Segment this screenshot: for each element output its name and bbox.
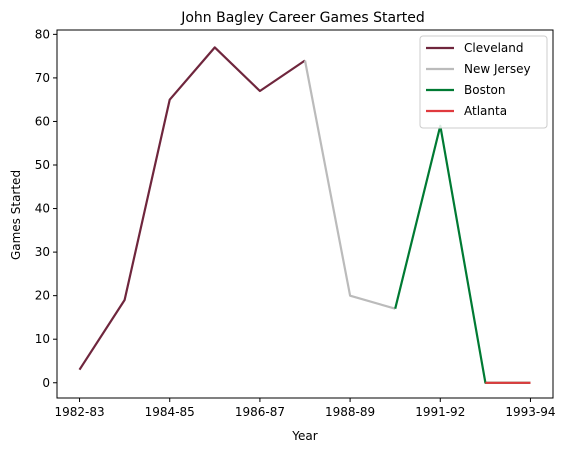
y-tick-label: 0: [42, 376, 50, 390]
x-tick-label: 1993-94: [505, 405, 555, 419]
legend-label-new-jersey: New Jersey: [464, 62, 531, 76]
x-tick-label: 1986-87: [235, 405, 285, 419]
chart-title: John Bagley Career Games Started: [180, 10, 425, 26]
x-tick-label: 1991-92: [415, 405, 465, 419]
y-tick-label: 50: [35, 158, 50, 172]
legend: Cleveland New Jersey Boston Atlanta: [419, 35, 548, 129]
x-tick-label: 1988-89: [325, 405, 375, 419]
plot-area: 0 10 20 30 40 50 60 70 80 1982-83 1984-85 1986-87 19…: [35, 27, 556, 419]
series-line-boston: [394, 124, 531, 384]
legend-box: [419, 35, 548, 129]
y-tick-label: 70: [35, 71, 50, 85]
axes-frame: [56, 29, 554, 399]
y-tick-label: 30: [35, 245, 50, 259]
y-axis-label: Games Started: [9, 170, 23, 260]
y-tick-label: 60: [35, 114, 50, 128]
y-tick-label: 80: [35, 27, 50, 41]
x-axis-label: Year: [291, 429, 317, 443]
y-tick-label: 40: [35, 202, 50, 216]
legend-label-cleveland: Cleveland: [464, 41, 524, 55]
y-tick-label: 10: [35, 332, 50, 346]
legend-label-atlanta: Atlanta: [464, 104, 507, 118]
series-line-new-jersey: [303, 60, 396, 310]
y-tick-label: 20: [35, 289, 50, 303]
x-tick-label: 1982-83: [54, 405, 104, 419]
series-line-cleveland: [78, 46, 306, 371]
legend-label-boston: Boston: [464, 83, 505, 97]
x-tick-label: 1984-85: [145, 405, 195, 419]
